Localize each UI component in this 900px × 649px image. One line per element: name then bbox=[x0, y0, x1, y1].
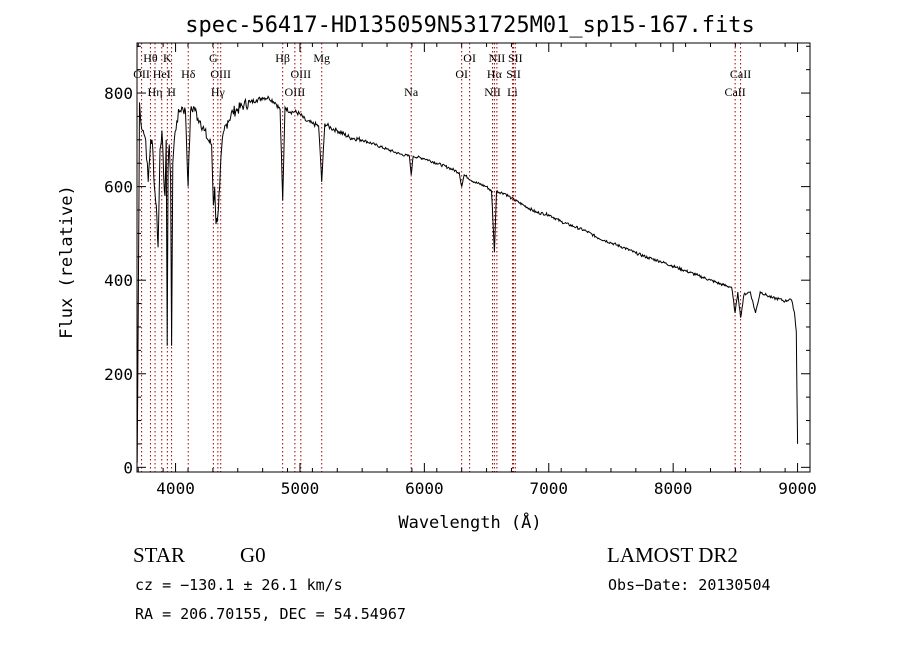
line-label: OI bbox=[463, 51, 476, 65]
survey-label: LAMOST DR2 bbox=[607, 543, 738, 567]
line-label: NII bbox=[489, 51, 506, 65]
line-label: Mg bbox=[313, 51, 330, 65]
y-tick-label: 600 bbox=[104, 178, 133, 197]
line-label: Hδ bbox=[181, 67, 196, 81]
series-group bbox=[136, 95, 799, 463]
line-label: Hθ bbox=[143, 51, 158, 65]
x-axis-label: Wavelength (Å) bbox=[398, 511, 541, 533]
y-tick-label: 800 bbox=[104, 84, 133, 103]
object-class: STAR bbox=[133, 543, 185, 567]
line-label: Hα bbox=[487, 67, 503, 81]
chart-title: spec-56417-HD135059N531725M01_sp15-167.f… bbox=[185, 13, 755, 38]
y-tick-label: 0 bbox=[123, 458, 133, 477]
line-label: Li bbox=[507, 85, 518, 99]
y-tick-label: 200 bbox=[104, 365, 133, 384]
emission-line-markers: OIIHθHηHeIKHHδGHγOIIIHβOIIIOIIIMgNaOIOIN… bbox=[133, 43, 751, 472]
line-label: SII bbox=[506, 67, 521, 81]
line-label: Hη bbox=[148, 85, 163, 99]
line-label: CaII bbox=[724, 85, 745, 99]
line-label: K bbox=[163, 51, 172, 65]
line-label: CaII bbox=[730, 67, 751, 81]
plot-frame bbox=[136, 42, 811, 473]
x-tick-label: 5000 bbox=[281, 479, 320, 498]
line-label: OIII bbox=[285, 85, 306, 99]
line-label: OIII bbox=[291, 67, 312, 81]
x-tick-label: 8000 bbox=[654, 479, 693, 498]
line-label: Hβ bbox=[275, 51, 290, 65]
line-label: SII bbox=[508, 51, 523, 65]
axis-ticks: 4000 5000 6000 7000 8000 9000 0 200 400 600 800 bbox=[104, 43, 817, 498]
series-line-spectrum bbox=[136, 95, 799, 463]
line-label: OI bbox=[455, 67, 468, 81]
coordinates: RA = 206.70155, DEC = 54.54967 bbox=[135, 605, 406, 623]
x-tick-label: 4000 bbox=[156, 479, 195, 498]
x-tick-label: 9000 bbox=[778, 479, 817, 498]
y-axis-label: Flux (relative) bbox=[57, 185, 77, 339]
line-label: NII bbox=[484, 85, 501, 99]
line-label: OII bbox=[133, 67, 150, 81]
line-label: HeI bbox=[153, 67, 171, 81]
x-tick-label: 6000 bbox=[405, 479, 444, 498]
line-label: OIII bbox=[210, 67, 231, 81]
obs-date: Obs−Date: 20130504 bbox=[608, 576, 771, 594]
line-label: Na bbox=[404, 85, 419, 99]
redshift-info: cz = −130.1 ± 26.1 km/s bbox=[135, 576, 343, 594]
y-tick-label: 400 bbox=[104, 271, 133, 290]
object-subclass: G0 bbox=[240, 543, 266, 567]
line-label: Hγ bbox=[211, 85, 226, 99]
x-tick-label: 7000 bbox=[529, 479, 568, 498]
line-label: H bbox=[167, 85, 176, 99]
line-label: G bbox=[209, 51, 218, 65]
